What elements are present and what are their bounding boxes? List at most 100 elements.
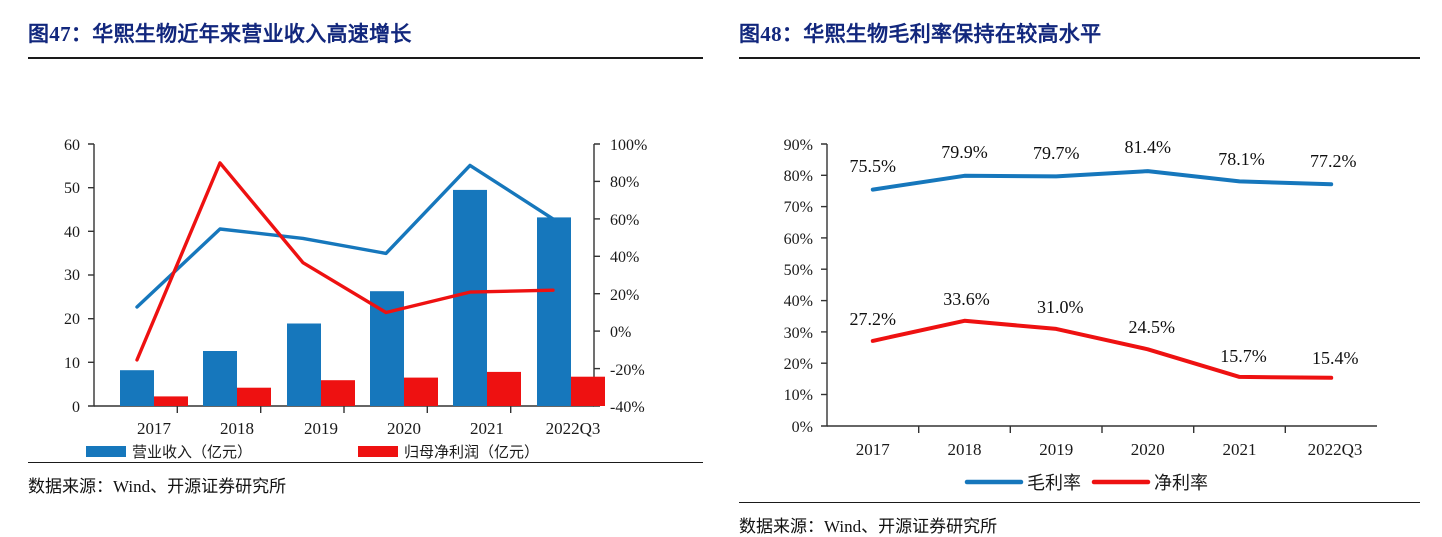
category-axis-ticks xyxy=(176,406,512,413)
cat-2020: 2020 xyxy=(1131,440,1165,459)
bar-profit-2017 xyxy=(154,396,188,406)
bar-profit-2020 xyxy=(404,377,438,406)
right-axis-tick-labels: 100% 80% 60% 40% 20% 0% -20% -40% xyxy=(610,137,647,416)
label-net-2020: 24.5% xyxy=(1129,317,1176,337)
label-net-2021: 15.7% xyxy=(1220,346,1267,366)
legend-swatch-net-profit xyxy=(358,446,398,457)
gross-margin-labels: 75.5% 79.9% 79.7% 81.4% 78.1% 77.2% xyxy=(850,137,1357,176)
label-gross-2018: 79.9% xyxy=(941,142,988,162)
figure-47-chart: 60 50 40 30 20 10 0 xyxy=(28,59,703,464)
y-tick-90: 90% xyxy=(784,137,813,154)
net-profit-bar-group xyxy=(154,371,605,406)
legend-label-net-profit: 归母净利润（亿元） xyxy=(404,444,539,461)
cat-2017: 2017 xyxy=(856,440,891,459)
y-tick-10: 10 xyxy=(64,355,80,372)
y-tick-80: 80% xyxy=(784,168,813,185)
cat-2018: 2018 xyxy=(220,419,254,438)
y-tick-30: 30 xyxy=(64,267,80,284)
net-profit-growth-line xyxy=(135,161,555,362)
left-axis-ticks xyxy=(88,186,94,363)
legend-item-revenue[interactable]: 营业收入（亿元） xyxy=(86,444,252,461)
label-net-2019: 31.0% xyxy=(1037,297,1084,317)
revenue-growth-svg: 60 50 40 30 20 10 0 xyxy=(64,137,647,461)
legend-item-gross-margin[interactable]: 毛利率 xyxy=(964,473,1081,493)
y-tick-70: 70% xyxy=(784,199,813,216)
bar-revenue-2022q3 xyxy=(537,217,571,406)
cat-2022q3: 2022Q3 xyxy=(546,419,601,438)
figure-48-panel: 图48：华熙生物毛利率保持在较高水平 90% 80% xyxy=(721,0,1442,536)
bar-revenue-2019 xyxy=(287,323,321,406)
cat-2019: 2019 xyxy=(1039,440,1073,459)
label-gross-2020: 81.4% xyxy=(1125,137,1172,157)
bar-revenue-2018 xyxy=(203,351,237,406)
figure-48-title-rule xyxy=(739,57,1420,59)
figure-48-chart: 90% 80% 70% 60% 50% 40% 30% 20% 10% 0% xyxy=(739,59,1420,502)
bar-profit-2018 xyxy=(237,387,271,406)
y2-tick-100: 100% xyxy=(610,137,647,154)
y-tick-40: 40% xyxy=(784,293,813,310)
bar-revenue-2021 xyxy=(453,189,487,406)
right-value-axis xyxy=(593,143,600,407)
figure-48-source: 数据来源：Wind、开源证券研究所 xyxy=(739,517,998,536)
cat-2017: 2017 xyxy=(137,419,172,438)
legend-item-net-margin[interactable]: 净利率 xyxy=(1091,473,1208,493)
legend-item-net-profit[interactable]: 归母净利润（亿元） xyxy=(358,444,539,461)
margin-axis-ticks xyxy=(821,174,827,396)
label-gross-2017: 75.5% xyxy=(850,156,897,176)
y-tick-0: 0% xyxy=(792,419,813,436)
y2-tick-40: 40% xyxy=(610,249,639,266)
y-tick-0: 0 xyxy=(72,399,80,416)
bar-profit-2019 xyxy=(321,380,355,406)
y-tick-20: 20 xyxy=(64,311,80,328)
figure-47-source: 数据来源：Wind、开源证券研究所 xyxy=(28,477,287,496)
y2-tick-m40: -40% xyxy=(610,399,645,416)
y-tick-30: 30% xyxy=(784,325,813,342)
cat-2022q3: 2022Q3 xyxy=(1308,440,1363,459)
legend-swatch-revenue xyxy=(86,446,126,457)
margin-svg: 90% 80% 70% 60% 50% 40% 30% 20% 10% 0% xyxy=(784,137,1377,459)
figure-47-title-rule xyxy=(28,57,703,59)
net-margin-line xyxy=(870,318,1334,380)
y-tick-10: 10% xyxy=(784,387,813,404)
figure-48-title: 图48：华熙生物毛利率保持在较高水平 xyxy=(739,22,1102,46)
margin-category-ticks xyxy=(917,426,1286,433)
net-margin-labels: 27.2% 33.6% 31.0% 24.5% 15.7% 15.4% xyxy=(850,289,1359,368)
y-tick-60: 60 xyxy=(64,137,80,154)
y-tick-60: 60% xyxy=(784,231,813,248)
y2-tick-m20: -20% xyxy=(610,362,645,379)
right-axis-ticks xyxy=(594,180,600,370)
cat-2020: 2020 xyxy=(387,419,421,438)
legend-label-net-margin: 净利率 xyxy=(1154,473,1208,493)
figure-47-source-rule xyxy=(28,462,703,463)
y-tick-50: 50% xyxy=(784,262,813,279)
margin-value-axis xyxy=(821,143,828,427)
cat-2019: 2019 xyxy=(304,419,338,438)
legend-label-gross-margin: 毛利率 xyxy=(1027,473,1081,493)
category-labels: 2017 2018 2019 2020 2021 2022Q3 xyxy=(137,419,600,438)
gross-margin-line xyxy=(870,169,1334,192)
bar-revenue-2017 xyxy=(120,370,154,406)
y2-tick-60: 60% xyxy=(610,212,639,229)
y2-tick-80: 80% xyxy=(610,174,639,191)
y-tick-50: 50 xyxy=(64,180,80,197)
figure-47-title: 图47：华熙生物近年来营业收入高速增长 xyxy=(28,22,412,46)
bar-profit-2022q3 xyxy=(571,376,605,406)
y2-tick-20: 20% xyxy=(610,287,639,304)
legend-label-revenue: 营业收入（亿元） xyxy=(132,444,252,461)
left-axis-tick-labels: 60 50 40 30 20 10 0 xyxy=(64,137,80,416)
label-gross-2022q3: 77.2% xyxy=(1310,151,1357,171)
margin-category-labels: 2017 2018 2019 2020 2021 2022Q3 xyxy=(856,440,1363,459)
figure-47-panel: 图47：华熙生物近年来营业收入高速增长 60 50 40 30 xyxy=(0,0,721,523)
y-tick-40: 40 xyxy=(64,224,80,241)
margin-legend-svg: 毛利率 净利率 xyxy=(964,473,1208,493)
label-net-2017: 27.2% xyxy=(850,309,897,329)
bar-profit-2021 xyxy=(487,371,521,406)
cat-2021: 2021 xyxy=(470,419,504,438)
revenue-growth-line xyxy=(135,163,555,309)
y-tick-20: 20% xyxy=(784,356,813,373)
label-net-2022q3: 15.4% xyxy=(1312,348,1359,368)
cat-2018: 2018 xyxy=(948,440,982,459)
label-net-2018: 33.6% xyxy=(943,289,990,309)
label-gross-2019: 79.7% xyxy=(1033,143,1080,163)
margin-axis-tick-labels: 90% 80% 70% 60% 50% 40% 30% 20% 10% 0% xyxy=(784,137,813,436)
